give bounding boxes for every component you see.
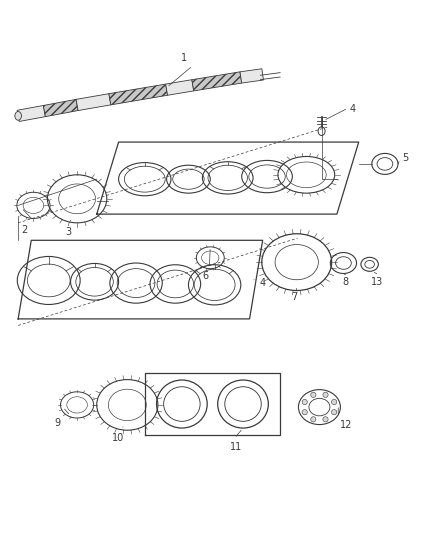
Text: 2: 2 <box>21 225 28 235</box>
Text: 8: 8 <box>343 277 349 287</box>
Text: 12: 12 <box>340 420 353 430</box>
Polygon shape <box>192 72 242 91</box>
Polygon shape <box>43 99 78 117</box>
Text: 3: 3 <box>65 227 71 237</box>
Polygon shape <box>166 80 194 95</box>
Text: 11: 11 <box>230 442 243 452</box>
Circle shape <box>302 409 307 415</box>
Circle shape <box>311 392 316 398</box>
Text: 9: 9 <box>54 418 60 428</box>
Text: 6: 6 <box>202 271 208 281</box>
Circle shape <box>332 399 337 405</box>
Circle shape <box>311 417 316 422</box>
Circle shape <box>323 417 328 422</box>
Text: 1: 1 <box>181 53 187 63</box>
Text: 13: 13 <box>371 277 383 287</box>
Circle shape <box>302 399 307 405</box>
Text: 4: 4 <box>259 278 265 288</box>
Text: 7: 7 <box>291 292 297 302</box>
Text: 4: 4 <box>350 104 356 114</box>
Text: 10: 10 <box>112 433 124 443</box>
Polygon shape <box>17 106 46 122</box>
Polygon shape <box>240 69 263 83</box>
Circle shape <box>332 409 337 415</box>
Text: 5: 5 <box>403 153 409 163</box>
Polygon shape <box>109 84 168 105</box>
Ellipse shape <box>15 111 21 120</box>
Polygon shape <box>76 94 111 110</box>
Circle shape <box>323 392 328 398</box>
